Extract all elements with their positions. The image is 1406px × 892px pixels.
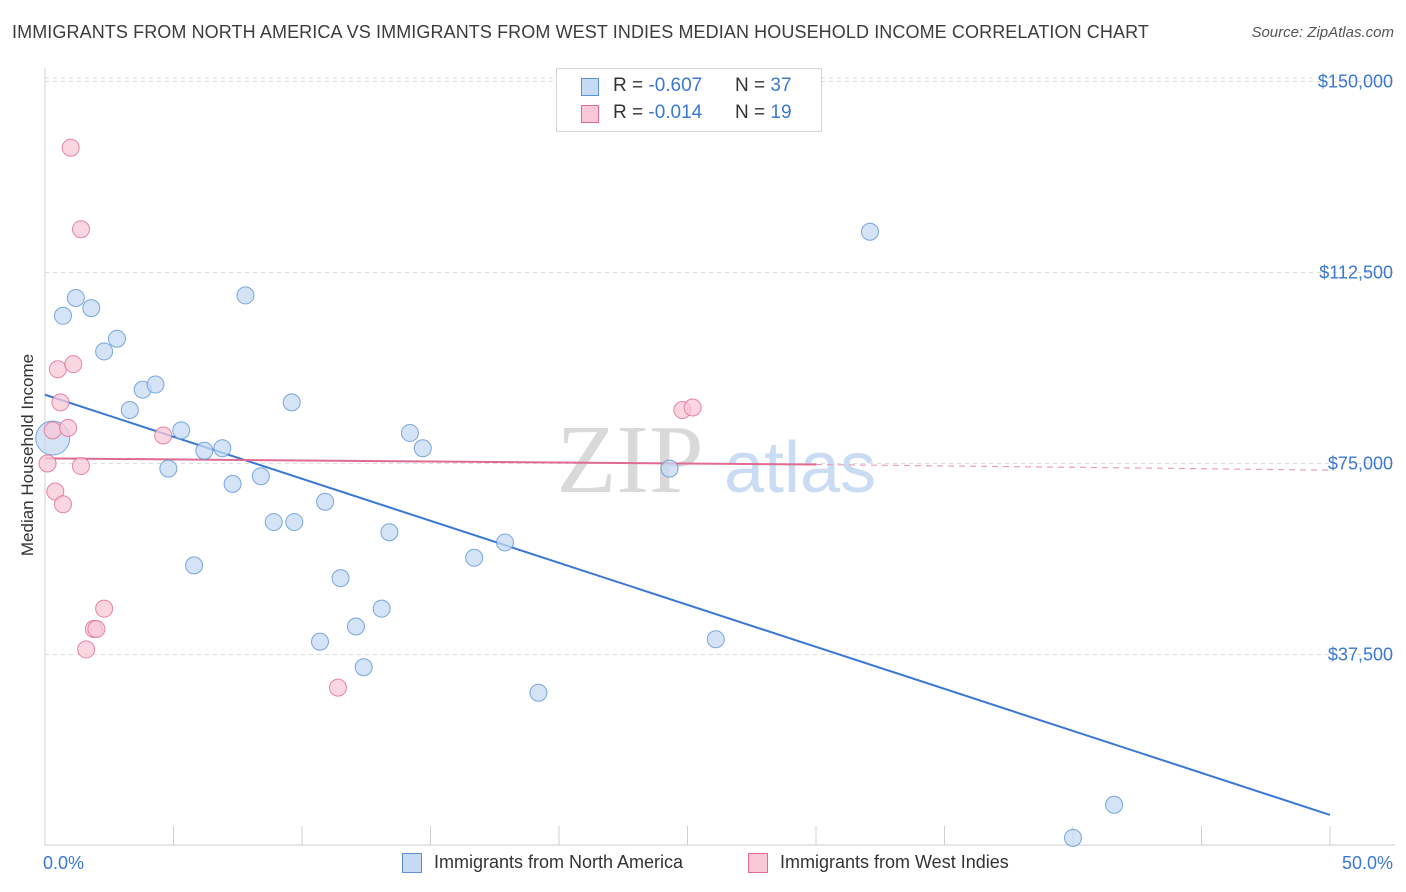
point-north-america (285, 513, 304, 532)
point-north-america (372, 599, 391, 618)
point-north-america (223, 474, 242, 493)
legend-n-north-america: N = 37 (735, 75, 792, 96)
trend-line-north-america (44, 393, 1331, 816)
point-west-indies (71, 457, 90, 476)
point-west-indies (48, 360, 67, 379)
point-north-america (95, 342, 114, 361)
x-tick-label: 0.0% (43, 853, 84, 873)
point-west-indies (59, 418, 78, 437)
trend-line-west-indies (44, 457, 817, 466)
point-north-america (860, 222, 879, 241)
point-north-america (1064, 828, 1082, 847)
point-north-america (107, 329, 126, 348)
point-north-america (496, 533, 515, 552)
point-north-america (120, 401, 139, 420)
point-west-indies (95, 599, 114, 618)
point-north-america (354, 658, 373, 677)
point-north-america (413, 439, 432, 458)
point-north-america (159, 459, 178, 478)
legend-swatch-north-america (581, 78, 599, 96)
trend-line-west-indies-extension (815, 463, 1331, 471)
point-west-indies (61, 138, 80, 157)
point-west-indies (64, 355, 83, 374)
point-north-america (1105, 795, 1124, 814)
point-north-america (172, 421, 191, 440)
point-west-indies (328, 678, 347, 697)
legend-label-north-america: Immigrants from North America (434, 852, 684, 872)
point-north-america (264, 513, 283, 532)
point-north-america (282, 393, 301, 412)
y-tick-label: $150,000 (1318, 72, 1393, 92)
point-north-america (529, 683, 548, 702)
point-north-america (146, 375, 165, 394)
watermark: ZIP atlas (557, 406, 877, 514)
y-tick-label: $37,500 (1328, 645, 1393, 665)
point-west-indies (71, 220, 90, 239)
legend-swatch-west-indies (748, 853, 768, 873)
point-west-indies (51, 393, 70, 412)
point-north-america (66, 288, 85, 307)
point-north-america (195, 441, 214, 460)
data-points (35, 138, 1124, 847)
y-tick-label: $112,500 (1319, 263, 1393, 283)
point-west-indies (77, 640, 96, 659)
axes (44, 68, 1395, 846)
point-north-america (213, 439, 232, 458)
trend-lines (44, 393, 1331, 816)
x-tick-label: 50.0% (1342, 853, 1393, 873)
point-west-indies (154, 426, 173, 445)
point-north-america (310, 632, 329, 651)
point-north-america (185, 556, 204, 575)
gridlines (45, 77, 1395, 655)
chart-title: IMMIGRANTS FROM NORTH AMERICA VS IMMIGRA… (12, 22, 1149, 42)
point-north-america (82, 299, 101, 318)
legend-n-west-indies: N = 19 (735, 102, 792, 123)
watermark-atlas: atlas (724, 428, 876, 508)
correlation-legend: R = -0.607 N = 37 R = -0.014 N = 19 (556, 68, 822, 132)
point-north-america (331, 569, 350, 588)
point-north-america (53, 306, 72, 325)
tick-labels: $37,500 $75,000 $112,500 $150,000 0.0% 50.0% (43, 72, 1393, 874)
source-label: Source: ZipAtlas.com (1251, 24, 1394, 41)
y-tick-label: $75,000 (1328, 454, 1393, 474)
point-north-america (465, 548, 484, 567)
point-north-america (706, 630, 725, 649)
watermark-zip: ZIP (557, 406, 704, 514)
point-west-indies (683, 398, 702, 417)
legend-r-west-indies: R = -0.014 (613, 102, 703, 123)
point-north-america (251, 467, 270, 486)
point-west-indies (38, 454, 57, 473)
point-north-america (316, 492, 335, 511)
point-west-indies (87, 620, 106, 639)
legend-r-north-america: R = -0.607 (613, 75, 703, 96)
legend-swatch-north-america (402, 853, 422, 873)
y-axis-label: Median Household Income (18, 353, 37, 557)
point-west-indies (53, 495, 72, 514)
point-north-america (346, 617, 365, 636)
point-north-america (660, 459, 679, 478)
legend-swatch-west-indies (581, 105, 599, 123)
point-north-america (400, 423, 419, 442)
point-north-america (236, 286, 255, 305)
point-west-indies (43, 421, 62, 440)
point-north-america (380, 523, 399, 542)
legend-label-west-indies: Immigrants from West Indies (780, 852, 1009, 872)
